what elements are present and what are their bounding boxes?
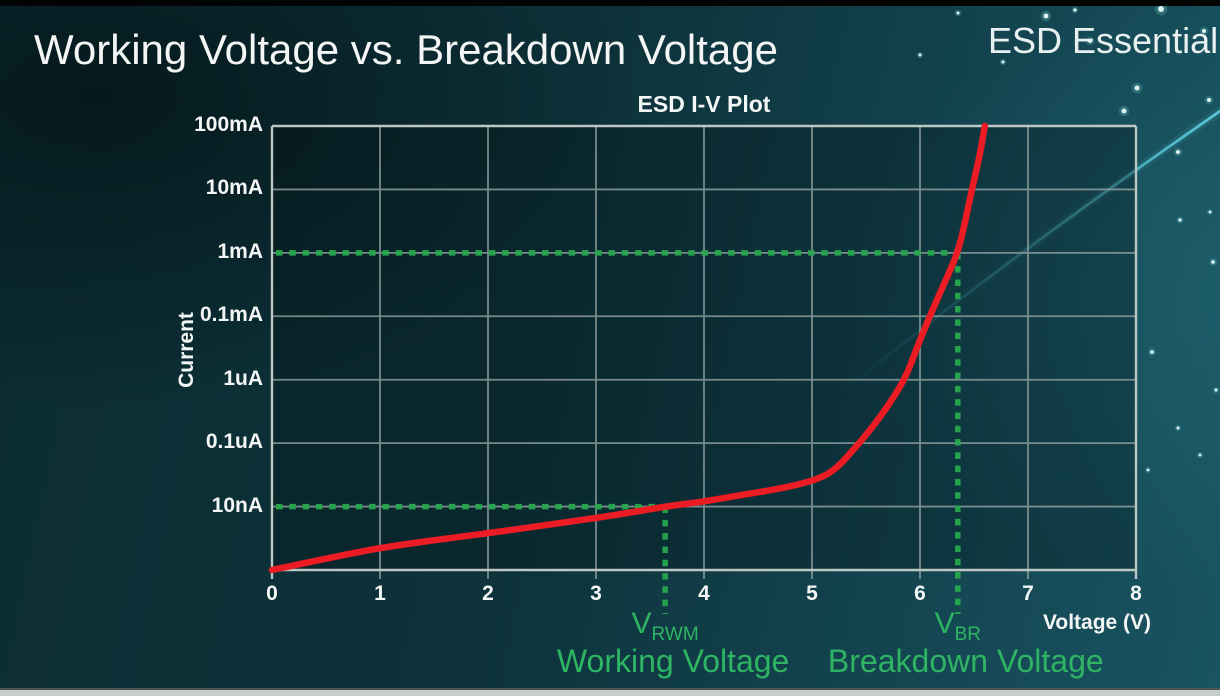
x-axis-title: Voltage (V) [1042, 611, 1152, 634]
y-tick-label: 1uA [223, 366, 263, 390]
marker-symbol-vbr: VBR [888, 607, 1028, 646]
x-tick-label: 5 [806, 582, 818, 605]
particle-dot [1214, 388, 1218, 392]
y-tick-label: 0.1uA [205, 430, 263, 454]
particle-dot [1211, 260, 1215, 264]
particle-dot [1088, 39, 1092, 43]
gridlines [272, 126, 1136, 579]
x-tick-label: 8 [1130, 582, 1142, 605]
x-tick-label: 0 [266, 582, 278, 605]
particle-dot [1207, 98, 1211, 102]
x-tick-label: 2 [482, 582, 494, 605]
iv-curve [268, 122, 989, 574]
y-tick-label: 100mA [194, 113, 263, 136]
top-letterbox-bar [0, 0, 1220, 6]
marker-symbol-subscript: RWM [651, 624, 699, 645]
particle-dot [1001, 60, 1005, 64]
marker-symbol-main: V [631, 607, 652, 640]
x-tick-label: 3 [590, 582, 602, 605]
particle-dot [1208, 210, 1212, 214]
x-tick-label: 7 [1022, 582, 1034, 605]
particle-dot [1146, 468, 1150, 472]
particle-dot [1178, 218, 1182, 222]
brand-watermark: ESD Essential [988, 20, 1219, 61]
y-tick-label: 1mA [217, 239, 263, 263]
x-tick-label: 6 [914, 582, 926, 605]
chart-title: ESD I-V Plot [637, 91, 771, 117]
y-tick-label: 10mA [205, 176, 263, 200]
particle-dot [1198, 453, 1202, 457]
particle-dot [1121, 108, 1127, 114]
particle-dot [1176, 150, 1180, 154]
marker-symbol-main: V [934, 607, 955, 640]
marker-symbol-subscript: BR [954, 624, 981, 645]
particle-dot [1158, 6, 1164, 12]
video-progress-strip[interactable] [0, 688, 1220, 696]
particle-dot [1134, 85, 1140, 91]
particle-dot [1202, 29, 1206, 33]
particle-dot [1150, 350, 1154, 354]
particle-dot [956, 11, 960, 15]
marker-caption-vrwm: Working Voltage [556, 643, 790, 679]
marker-caption-vbr: Breakdown Voltage [827, 643, 1104, 679]
x-tick-label: 4 [698, 582, 710, 605]
particle-dot [1073, 8, 1077, 12]
y-tick-label: 0.1mA [199, 303, 263, 327]
y-tick-label: 10nA [211, 493, 263, 517]
marker-symbol-vrwm: VRWM [595, 607, 735, 646]
particle-dot [1176, 426, 1180, 430]
slide-title: Working Voltage vs. Breakdown Voltage [34, 26, 779, 73]
particle-dot [1043, 13, 1049, 19]
particle-dot [918, 53, 922, 57]
axis-frame [270, 124, 1138, 579]
x-tick-label: 1 [374, 582, 386, 605]
